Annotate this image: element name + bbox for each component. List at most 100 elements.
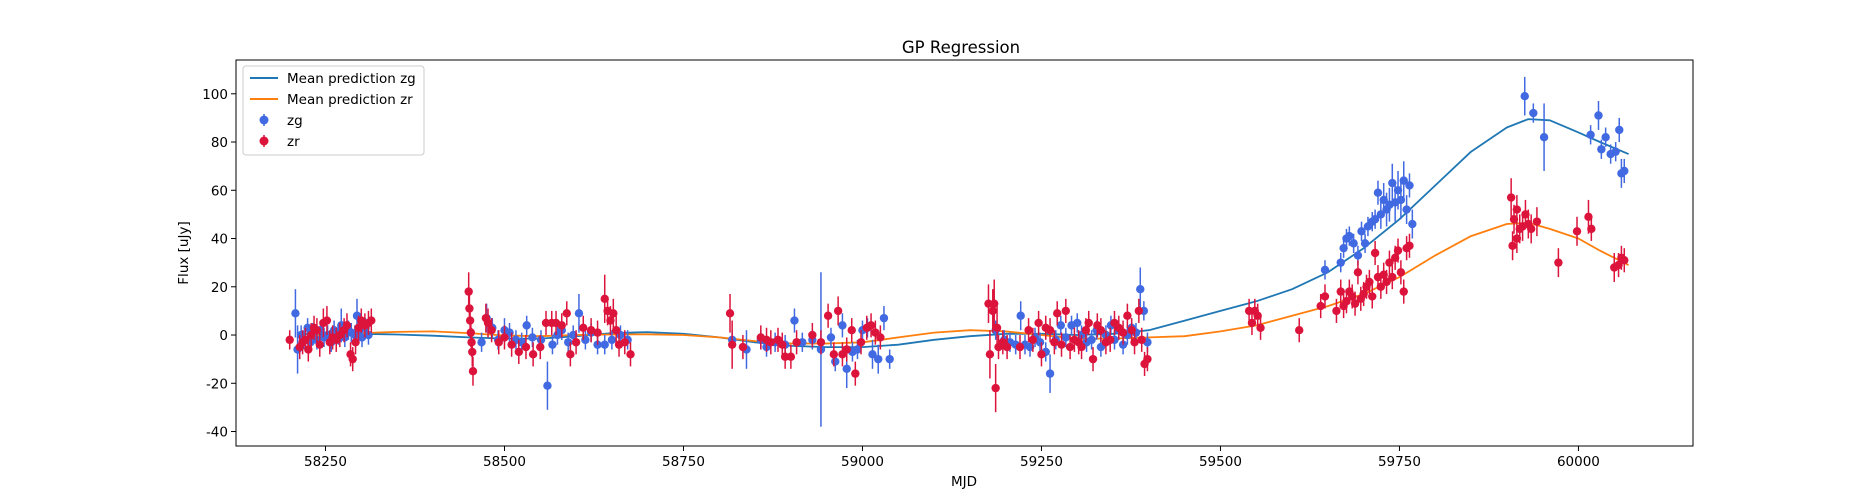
- zr-point: [1393, 246, 1403, 255]
- zr-point: [1584, 212, 1593, 222]
- zr-point: [1081, 326, 1091, 335]
- zr-point: [606, 316, 615, 325]
- zr-point: [367, 316, 376, 325]
- zr-point: [1137, 335, 1146, 345]
- zr-point: [468, 367, 478, 376]
- zr-point: [876, 333, 885, 342]
- zr-point: [1370, 248, 1380, 258]
- zr-point: [985, 350, 995, 359]
- plot-frame: [235, 59, 1694, 447]
- zr-point: [351, 338, 360, 347]
- zg-point: [868, 350, 877, 359]
- zg-point: [1061, 333, 1071, 342]
- zr-point: [1508, 241, 1517, 250]
- zr-point: [1359, 289, 1368, 299]
- zr-point: [1127, 326, 1136, 335]
- zr-point: [611, 326, 621, 335]
- zg-point: [790, 316, 799, 325]
- zr-point: [312, 326, 322, 335]
- zr-point: [1620, 256, 1629, 265]
- zr-point: [1506, 193, 1516, 202]
- y-tick-label: 20: [211, 280, 228, 296]
- zg-point: [1539, 133, 1549, 142]
- zr-point: [1134, 306, 1144, 316]
- zr-point: [1368, 292, 1377, 301]
- zr-point: [1388, 272, 1397, 282]
- zr-point: [1065, 342, 1075, 352]
- zg-point: [548, 340, 557, 349]
- zg-point: [1611, 147, 1620, 156]
- zr-point: [1088, 354, 1098, 364]
- zr-point: [1512, 205, 1522, 214]
- legend-label-zr: zr: [287, 134, 300, 150]
- zg-point: [1379, 195, 1388, 205]
- zr-point: [829, 350, 839, 359]
- zg-point: [1399, 176, 1408, 185]
- y-axis: -40 -20 0 20 40 60 80 100: [202, 87, 236, 441]
- zr-point: [856, 338, 866, 347]
- zg-point: [1056, 321, 1065, 330]
- zg-point: [1529, 108, 1538, 118]
- zr-point: [808, 330, 817, 340]
- x-tick-label: 58500: [483, 454, 526, 470]
- y-tick-label: 60: [211, 183, 228, 199]
- zr-point: [1034, 318, 1043, 328]
- zr-point: [1123, 311, 1132, 320]
- zg-point: [838, 321, 847, 330]
- x-tick-label: 58750: [662, 454, 705, 470]
- x-tick-label: 59500: [1199, 454, 1242, 470]
- zg-point: [885, 354, 894, 364]
- zg-point: [1087, 335, 1096, 345]
- zg-point: [1016, 311, 1025, 320]
- zg-point: [528, 333, 537, 342]
- zr-point: [1353, 268, 1363, 277]
- zg-point: [1388, 178, 1397, 188]
- zg-point: [1025, 342, 1035, 352]
- zg-point: [607, 335, 617, 345]
- zg-point: [1370, 215, 1380, 224]
- zg-point: [853, 345, 862, 354]
- zr-point: [1526, 224, 1536, 234]
- zr-point: [990, 299, 999, 308]
- zr-point: [626, 350, 635, 359]
- zr-point: [727, 340, 737, 349]
- zr-point: [342, 321, 352, 330]
- zr-point: [847, 326, 856, 335]
- zr-point: [1554, 258, 1563, 267]
- legend-label-mean-zg: Mean prediction zg: [287, 71, 416, 87]
- zr-point: [1118, 328, 1128, 337]
- zr-point: [778, 340, 787, 349]
- zr-point: [1057, 340, 1066, 349]
- zr-point: [1061, 306, 1071, 316]
- zr-point: [1316, 301, 1325, 311]
- zr-point: [528, 350, 538, 359]
- zg-point: [1408, 219, 1417, 229]
- zg-point: [1396, 195, 1406, 205]
- zr-point: [991, 383, 1000, 393]
- y-tick-label: 100: [202, 87, 228, 103]
- zr-point: [1332, 306, 1341, 316]
- zg-point: [1615, 125, 1624, 135]
- zr-point: [823, 311, 833, 320]
- y-tick-label: -20: [206, 376, 228, 392]
- zr-point: [487, 326, 496, 335]
- plot-area: [236, 60, 1693, 446]
- x-tick-label: 60000: [1557, 454, 1600, 470]
- zg-point: [1336, 258, 1345, 267]
- zr-point: [1382, 277, 1391, 287]
- zg-point: [1136, 284, 1145, 294]
- zr-point: [1320, 292, 1330, 301]
- legend: Mean prediction zg Mean prediction zr zg…: [242, 65, 425, 156]
- zg-point: [831, 357, 840, 366]
- zg-point: [1597, 145, 1606, 154]
- zg-point: [1601, 133, 1610, 142]
- zr-point: [579, 323, 588, 332]
- zr-point: [464, 287, 473, 296]
- zr-point: [1050, 338, 1059, 347]
- zr-point: [1350, 299, 1360, 308]
- zr-point: [786, 352, 796, 361]
- zr-point: [1106, 335, 1115, 345]
- zr-point: [609, 309, 618, 318]
- zr-point: [468, 347, 477, 357]
- zr-point: [600, 294, 609, 304]
